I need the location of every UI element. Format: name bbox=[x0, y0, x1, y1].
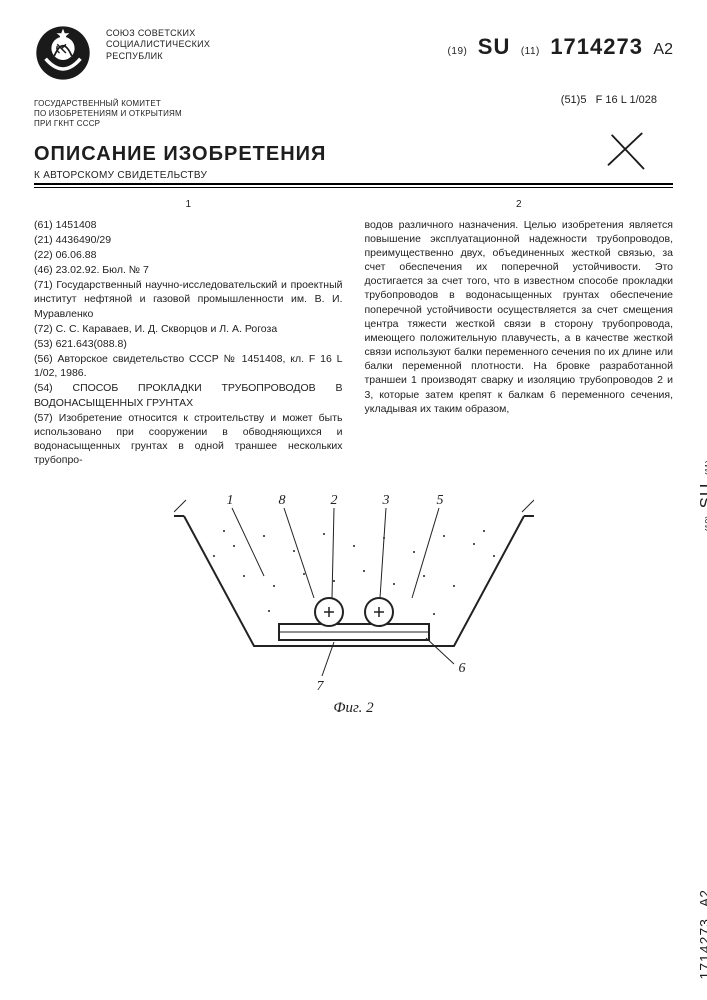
committee-block: ГОСУДАРСТВЕННЫЙ КОМИТЕТ ПО ИЗОБРЕТЕНИЯМ … bbox=[34, 99, 254, 129]
fig-label: 6 bbox=[458, 661, 465, 676]
ipc-code: F 16 L 1/028 bbox=[596, 94, 657, 106]
divider bbox=[34, 183, 673, 185]
column-left: 1 (61) 1451408 (21) 4436490/29 (22) 06.0… bbox=[34, 198, 343, 468]
title-block: ОПИСАНИЕ ИЗОБРЕТЕНИЯ К АВТОРСКОМУ СВИДЕТ… bbox=[34, 143, 673, 188]
ussr-emblem bbox=[34, 24, 92, 87]
field-56: (56) Авторское свидетельство СССР № 1451… bbox=[34, 352, 343, 380]
fig-label: 8 bbox=[278, 493, 285, 508]
country-label: (19) bbox=[448, 46, 468, 57]
field-54: (54) СПОСОБ ПРОКЛАДКИ ТРУБОПРОВОДОВ В ВО… bbox=[34, 381, 343, 409]
number-label: (11) bbox=[521, 46, 540, 57]
document-id: (19) SU (11) 1714273 A2 bbox=[448, 34, 673, 60]
two-column-body: 1 (61) 1451408 (21) 4436490/29 (22) 06.0… bbox=[34, 198, 673, 468]
column-number: 1 bbox=[34, 198, 343, 212]
issuer-line: РЕСПУБЛИК bbox=[106, 51, 210, 62]
page-title: ОПИСАНИЕ ИЗОБРЕТЕНИЯ bbox=[34, 143, 673, 166]
field-72: (72) С. С. Караваев, И. Д. Скворцов и Л.… bbox=[34, 322, 343, 336]
field-57: (57) Изобретение относится к строительст… bbox=[34, 411, 343, 468]
field-71: (71) Государственный научно-исследовател… bbox=[34, 278, 343, 321]
fig-label: 5 bbox=[436, 493, 443, 508]
field-61: (61) 1451408 bbox=[34, 218, 343, 232]
fig-label: 7 bbox=[316, 679, 324, 694]
abstract-text: водов различного назначения. Целью изобр… bbox=[365, 218, 674, 416]
side-doc-id-continued: 1714273 A2 bbox=[697, 890, 707, 980]
column-number: 2 bbox=[365, 198, 674, 212]
side-number: 1714273 bbox=[697, 918, 707, 980]
side-doc-id: (19) SU (11) bbox=[697, 460, 707, 532]
committee-line: ПРИ ГКНТ СССР bbox=[34, 119, 254, 129]
committee-line: ПО ИЗОБРЕТЕНИЯМ И ОТКРЫТИЯМ bbox=[34, 109, 254, 119]
field-21: (21) 4436490/29 bbox=[34, 233, 343, 247]
column-right: 2 водов различного назначения. Целью изо… bbox=[365, 198, 674, 468]
fig-label: 1 bbox=[226, 493, 233, 508]
figure: 1 8 2 3 5 7 6 bbox=[34, 486, 673, 696]
issuer-block: СОЮЗ СОВЕТСКИХ СОЦИАЛИСТИЧЕСКИХ РЕСПУБЛИ… bbox=[106, 24, 210, 62]
field-53: (53) 621.643(088.8) bbox=[34, 337, 343, 351]
fig-label: 2 bbox=[330, 493, 337, 508]
fig-label: 3 bbox=[381, 493, 389, 508]
issuer-line: СОЮЗ СОВЕТСКИХ bbox=[106, 28, 210, 39]
country-code: SU bbox=[478, 34, 511, 60]
side-kind: A2 bbox=[697, 890, 707, 907]
field-46: (46) 23.02.92. Бюл. № 7 bbox=[34, 263, 343, 277]
side-country: SU bbox=[697, 479, 707, 513]
committee-line: ГОСУДАРСТВЕННЫЙ КОМИТЕТ bbox=[34, 99, 254, 109]
document-number: 1714273 bbox=[550, 34, 643, 60]
issuer-line: СОЦИАЛИСТИЧЕСКИХ bbox=[106, 39, 210, 50]
page-subtitle: К АВТОРСКОМУ СВИДЕТЕЛЬСТВУ bbox=[34, 170, 673, 181]
kind-code: A2 bbox=[653, 41, 673, 58]
field-22: (22) 06.06.88 bbox=[34, 248, 343, 262]
divider bbox=[34, 187, 673, 188]
figure-caption: Фиг. 2 bbox=[34, 700, 673, 717]
ipc-label: (51)5 bbox=[561, 94, 587, 106]
ipc-classification: (51)5 F 16 L 1/028 bbox=[561, 94, 657, 106]
hand-mark-icon bbox=[603, 128, 649, 174]
